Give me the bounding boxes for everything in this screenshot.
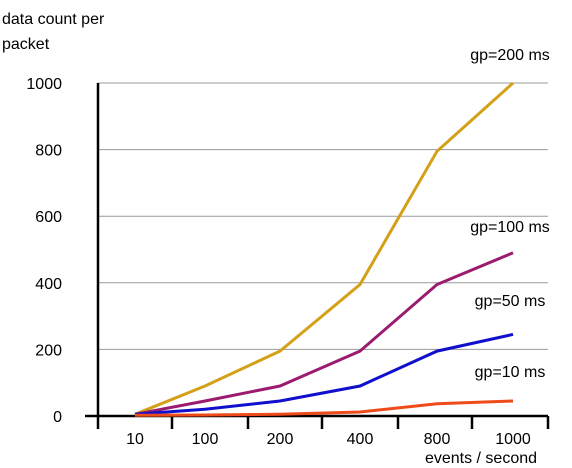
series-labels: gp=200 ms gp=100 ms gp=50 ms gp=10 ms	[470, 47, 550, 381]
series-label: gp=10 ms	[475, 364, 546, 381]
y-tick-label: 600	[35, 209, 62, 226]
series-label: gp=50 ms	[475, 293, 546, 310]
y-tick-label: 400	[35, 276, 62, 293]
x-tick-label: 100	[192, 431, 219, 448]
y-tick-label: 1000	[26, 76, 62, 93]
series-line	[134, 251, 514, 416]
y-tick-label: 200	[35, 342, 62, 359]
x-tick-label: 10	[126, 431, 144, 448]
series-line	[134, 81, 515, 416]
gridlines	[98, 82, 548, 350]
series-line	[134, 332, 514, 416]
x-tick-label: 1000	[495, 431, 531, 448]
x-axis-title: events / second	[425, 450, 537, 467]
y-axis-title-line-2: packet	[2, 36, 50, 53]
x-tick-label: 400	[347, 431, 374, 448]
series-label: gp=100 ms	[470, 219, 550, 236]
series-line	[134, 399, 514, 417]
x-tick-label: 200	[267, 431, 294, 448]
x-tick-label: 800	[424, 431, 451, 448]
y-tick-label: 0	[53, 409, 62, 426]
series-label: gp=200 ms	[470, 47, 550, 64]
series-lines	[134, 81, 515, 417]
x-tick-labels: 10 100 200 400 800 1000	[126, 431, 531, 448]
y-tick-labels: 0 200 400 600 800 1000	[26, 76, 62, 426]
y-axis-title-line-1: data count per	[2, 11, 105, 28]
y-axis-title: data count per packet	[2, 11, 105, 53]
y-tick-label: 800	[35, 143, 62, 160]
